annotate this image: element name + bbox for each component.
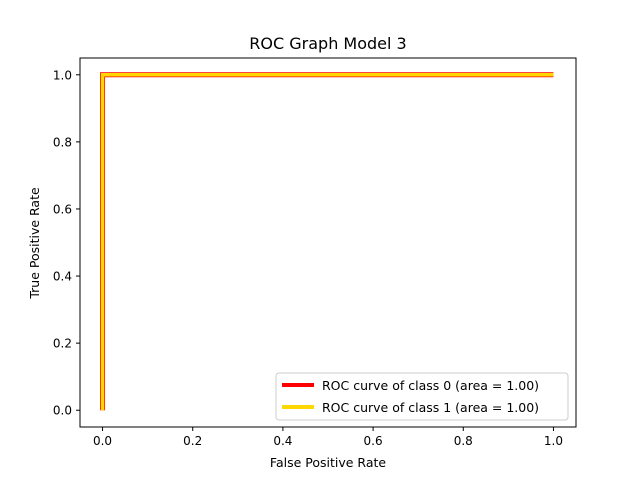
x-tick-label: 0.0 bbox=[93, 434, 112, 448]
y-tick-label: 0.8 bbox=[53, 135, 72, 149]
x-axis-ticks: 0.0 0.2 0.4 0.6 0.8 1.0 bbox=[93, 427, 563, 448]
series-layer bbox=[100, 72, 554, 411]
legend-box bbox=[275, 372, 569, 421]
legend: ROC curve of class 0 (area = 1.00) ROC c… bbox=[275, 372, 569, 421]
roc-curve-class-1 bbox=[100, 73, 554, 411]
x-axis-label: False Positive Rate bbox=[270, 455, 386, 470]
y-tick-label: 0.2 bbox=[53, 337, 72, 351]
x-tick-label: 0.4 bbox=[273, 434, 292, 448]
y-axis-label: True Positive Rate bbox=[27, 187, 42, 300]
x-tick-label: 1.0 bbox=[544, 434, 563, 448]
x-tick-label: 0.6 bbox=[364, 434, 383, 448]
legend-label-class-1: ROC curve of class 1 (area = 1.00) bbox=[322, 400, 539, 415]
y-axis-ticks: 0.0 0.2 0.4 0.6 0.8 1.0 bbox=[53, 68, 80, 418]
y-tick-label: 0.0 bbox=[53, 404, 72, 418]
x-tick-label: 0.8 bbox=[454, 434, 473, 448]
legend-label-class-0: ROC curve of class 0 (area = 1.00) bbox=[322, 378, 539, 393]
chart-title: ROC Graph Model 3 bbox=[249, 34, 406, 53]
x-tick-label: 0.2 bbox=[183, 434, 202, 448]
plot-frame bbox=[79, 57, 577, 428]
y-tick-label: 0.4 bbox=[53, 270, 72, 284]
y-tick-label: 0.6 bbox=[53, 202, 72, 216]
y-tick-label: 1.0 bbox=[53, 68, 72, 82]
plot-area bbox=[80, 58, 576, 427]
